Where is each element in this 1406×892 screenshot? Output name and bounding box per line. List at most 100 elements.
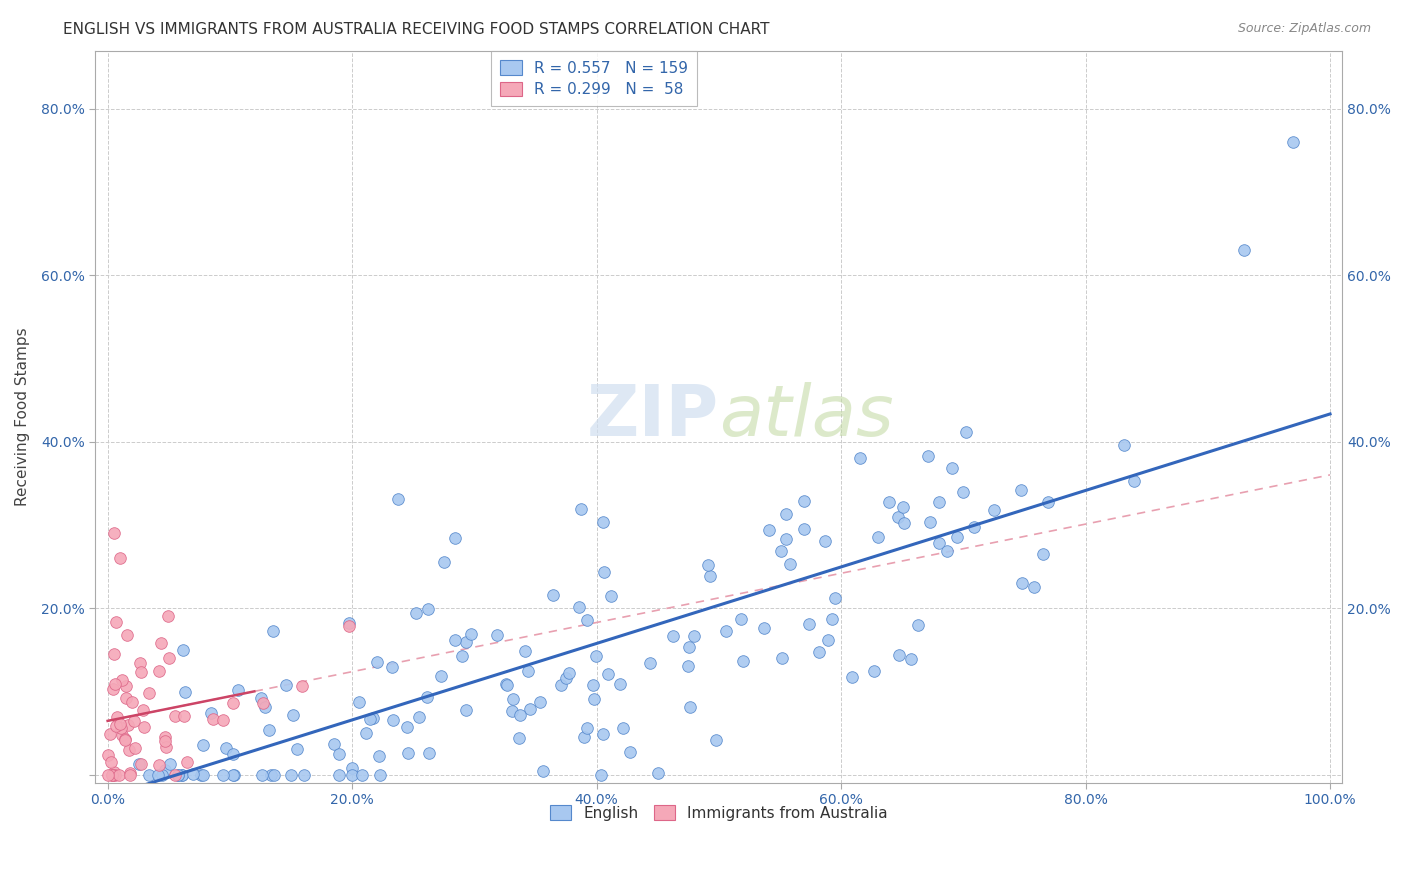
- Point: [292, 768, 315, 782]
- Point: [249, 690, 271, 705]
- Point: [983, 502, 1005, 516]
- Point: [1010, 483, 1032, 497]
- Point: [359, 712, 381, 726]
- Point: [352, 768, 374, 782]
- Point: [122, 714, 145, 729]
- Point: [676, 659, 699, 673]
- Point: [337, 616, 360, 631]
- Point: [396, 746, 419, 760]
- Point: [228, 683, 250, 698]
- Point: [517, 664, 540, 678]
- Point: [274, 678, 297, 692]
- Point: [155, 734, 177, 748]
- Point: [572, 730, 595, 744]
- Point: [110, 721, 132, 735]
- Point: [550, 678, 572, 692]
- Point: [253, 700, 276, 714]
- Point: [662, 629, 685, 643]
- Point: [103, 526, 125, 541]
- Point: [165, 768, 187, 782]
- Point: [97, 747, 120, 762]
- Point: [103, 647, 125, 661]
- Point: [583, 692, 606, 706]
- Point: [433, 555, 456, 569]
- Point: [252, 696, 274, 710]
- Point: [591, 768, 613, 782]
- Point: [849, 451, 872, 466]
- Point: [114, 679, 136, 693]
- Point: [779, 557, 801, 571]
- Point: [157, 651, 180, 665]
- Point: [111, 728, 134, 742]
- Point: [103, 764, 125, 779]
- Point: [153, 730, 176, 744]
- Point: [150, 768, 173, 782]
- Point: [793, 493, 815, 508]
- Point: [381, 660, 404, 674]
- Point: [212, 713, 235, 727]
- Point: [509, 708, 531, 723]
- Point: [129, 665, 152, 680]
- Point: [222, 747, 245, 762]
- Legend: English, Immigrants from Australia: English, Immigrants from Australia: [544, 799, 894, 827]
- Point: [716, 624, 738, 639]
- Point: [793, 523, 815, 537]
- Point: [495, 677, 517, 691]
- Point: [558, 665, 581, 680]
- Point: [485, 628, 508, 642]
- Point: [699, 568, 721, 582]
- Point: [176, 756, 198, 770]
- Point: [496, 678, 519, 692]
- Point: [155, 739, 177, 754]
- Point: [387, 492, 409, 507]
- Point: [291, 679, 314, 693]
- Point: [117, 718, 139, 732]
- Point: [101, 768, 124, 782]
- Point: [191, 768, 214, 782]
- Point: [619, 745, 641, 759]
- Point: [454, 635, 477, 649]
- Point: [405, 606, 427, 620]
- Point: [502, 692, 524, 706]
- Point: [115, 628, 138, 642]
- Point: [758, 523, 780, 537]
- Point: [752, 621, 775, 635]
- Point: [117, 742, 139, 756]
- Point: [592, 515, 614, 529]
- Point: [592, 727, 614, 741]
- Point: [814, 533, 837, 548]
- Point: [166, 768, 188, 782]
- Point: [110, 717, 132, 731]
- Point: [893, 516, 915, 530]
- Point: [683, 629, 706, 643]
- Point: [416, 690, 439, 705]
- Point: [592, 565, 614, 579]
- Point: [181, 767, 204, 781]
- Point: [770, 650, 793, 665]
- Point: [1282, 135, 1305, 149]
- Point: [146, 768, 169, 782]
- Text: Source: ZipAtlas.com: Source: ZipAtlas.com: [1237, 22, 1371, 36]
- Point: [396, 720, 419, 734]
- Point: [172, 643, 194, 657]
- Point: [114, 731, 136, 746]
- Point: [281, 708, 304, 723]
- Point: [200, 706, 222, 720]
- Point: [222, 696, 245, 710]
- Point: [340, 768, 363, 782]
- Point: [824, 591, 846, 606]
- Text: ZIP: ZIP: [586, 383, 718, 451]
- Point: [582, 678, 605, 692]
- Text: ENGLISH VS IMMIGRANTS FROM AUSTRALIA RECEIVING FOOD STAMPS CORRELATION CHART: ENGLISH VS IMMIGRANTS FROM AUSTRALIA REC…: [63, 22, 769, 37]
- Point: [159, 756, 181, 771]
- Point: [368, 768, 391, 782]
- Point: [733, 654, 755, 668]
- Point: [730, 612, 752, 626]
- Point: [679, 699, 702, 714]
- Point: [1122, 475, 1144, 489]
- Point: [280, 768, 302, 782]
- Point: [841, 670, 863, 684]
- Point: [612, 721, 634, 735]
- Point: [529, 695, 551, 709]
- Point: [111, 673, 134, 687]
